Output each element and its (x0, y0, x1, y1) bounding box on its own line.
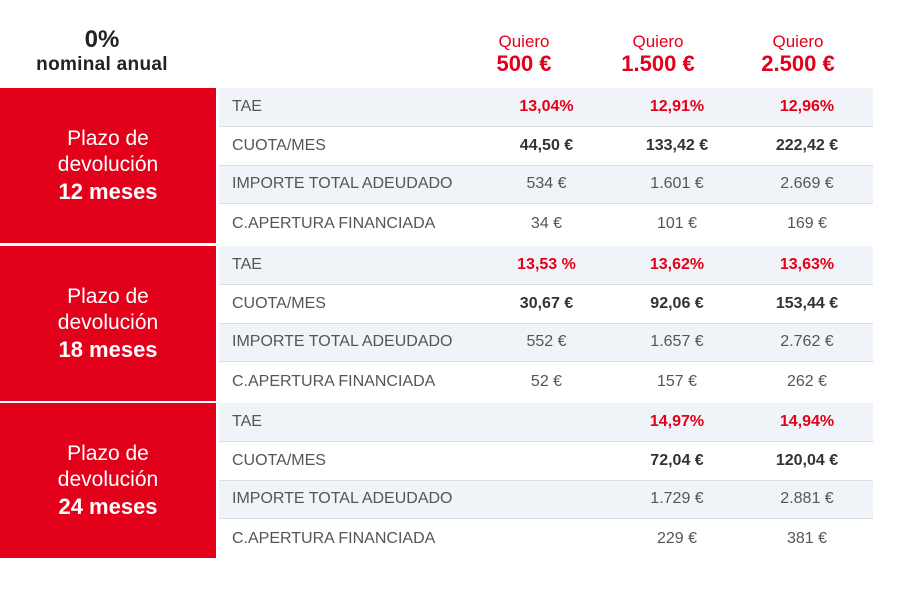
row-label: C.APERTURA FINANCIADA (232, 372, 436, 390)
term-block-12: Plazo de devolución 12 meses TAE 13,04% … (0, 88, 873, 243)
rate-percentage: 0% (84, 26, 120, 53)
amount-value: 2.500 € (761, 51, 835, 76)
cell-value: 14,97% (649, 412, 705, 430)
cell-value: 12,96% (779, 97, 835, 115)
table-row-total: IMPORTE TOTAL ADEUDADO 552 € 1.657 € 2.7… (219, 323, 873, 363)
row-label: IMPORTE TOTAL ADEUDADO (232, 490, 453, 508)
row-label: TAE (232, 97, 262, 115)
table-row-tae: TAE 13,53 % 13,62% 13,63% (219, 246, 873, 285)
rate-header: 0% nominal anual (0, 26, 204, 76)
amount-header-2500: Quiero 2.500 € (728, 33, 868, 77)
cell-value: 13,62% (649, 255, 705, 273)
table-row-tae: TAE 13,04% 12,91% 12,96% (219, 88, 873, 127)
cell-value: 229 € (656, 529, 698, 547)
cell-value: 13,53 % (517, 255, 576, 273)
cell-value: 14,94% (779, 412, 835, 430)
term-block-18: Plazo de devolución 18 meses TAE 13,53 %… (0, 246, 873, 401)
term-line1: Plazo de (67, 441, 149, 465)
cell-value: 12,91% (649, 97, 705, 115)
amount-prefix: Quiero (498, 32, 550, 51)
cell-value: 2.881 € (780, 490, 834, 508)
term-line1: Plazo de (67, 284, 149, 308)
term-label-cell: Plazo de devolución 18 meses (0, 246, 216, 401)
term-line2: devolución (57, 467, 159, 491)
amount-prefix: Quiero (772, 32, 824, 51)
cell-value: 1.601 € (650, 175, 704, 193)
table-row-apertura: C.APERTURA FINANCIADA 229 € 381 € (219, 519, 873, 558)
row-label: CUOTA/MES (232, 136, 326, 154)
term-rows: TAE 14,97% 14,94% CUOTA/MES 72,04 € 120,… (219, 403, 873, 558)
term-months: 24 meses (58, 493, 158, 519)
cell-value: 2.669 € (780, 175, 834, 193)
cell-value: 1.729 € (650, 490, 704, 508)
cell-value: 222,42 € (775, 136, 839, 154)
cell-value: 120,04 € (775, 451, 839, 469)
term-block-24: Plazo de devolución 24 meses TAE 14,97% … (0, 403, 873, 558)
term-line2: devolución (57, 310, 159, 334)
term-label-cell: Plazo de devolución 12 meses (0, 88, 216, 243)
cell-value: 157 € (656, 372, 698, 390)
amount-prefix: Quiero (632, 32, 684, 51)
cell-value: 552 € (526, 333, 567, 351)
term-line1: Plazo de (67, 126, 149, 150)
cell-value: 72,04 € (650, 451, 704, 469)
cell-value: 169 € (786, 214, 828, 232)
term-rows: TAE 13,53 % 13,62% 13,63% CUOTA/MES 30,6… (219, 246, 873, 401)
row-label: IMPORTE TOTAL ADEUDADO (232, 175, 453, 193)
row-label: C.APERTURA FINANCIADA (232, 529, 436, 547)
table-row-apertura: C.APERTURA FINANCIADA 34 € 101 € 169 € (219, 204, 873, 243)
cell-value: 381 € (786, 529, 828, 547)
term-months: 18 meses (58, 336, 158, 362)
cell-value: 534 € (526, 175, 567, 193)
amount-header-1500: Quiero 1.500 € (588, 33, 728, 77)
cell-value: 34 € (530, 214, 563, 232)
row-label: TAE (232, 412, 262, 430)
cell-value: 92,06 € (650, 294, 704, 312)
cell-value: 101 € (656, 214, 698, 232)
amount-value: 500 € (496, 51, 552, 76)
table-row-cuota: CUOTA/MES 72,04 € 120,04 € (219, 442, 873, 481)
table-row-total: IMPORTE TOTAL ADEUDADO 534 € 1.601 € 2.6… (219, 165, 873, 205)
row-label: IMPORTE TOTAL ADEUDADO (232, 333, 453, 351)
term-label-cell: Plazo de devolución 24 meses (0, 403, 216, 558)
table-row-tae: TAE 14,97% 14,94% (219, 403, 873, 442)
amount-header-500: Quiero 500 € (454, 33, 594, 77)
cell-value: 13,04% (519, 97, 574, 115)
term-rows: TAE 13,04% 12,91% 12,96% CUOTA/MES 44,50… (219, 88, 873, 243)
cell-value: 2.762 € (780, 333, 834, 351)
table-row-total: IMPORTE TOTAL ADEUDADO 1.729 € 2.881 € (219, 480, 873, 520)
cell-value: 13,63% (779, 255, 835, 273)
cell-value: 30,67 € (519, 294, 574, 312)
cell-value: 44,50 € (519, 136, 574, 154)
amount-value: 1.500 € (621, 51, 695, 76)
table-row-cuota: CUOTA/MES 30,67 € 92,06 € 153,44 € (219, 285, 873, 324)
table-row-apertura: C.APERTURA FINANCIADA 52 € 157 € 262 € (219, 362, 873, 401)
cell-value: 153,44 € (775, 294, 839, 312)
row-label: C.APERTURA FINANCIADA (232, 214, 436, 232)
row-label: CUOTA/MES (232, 294, 326, 312)
cell-value: 133,42 € (645, 136, 709, 154)
cell-value: 1.657 € (650, 333, 704, 351)
row-label: TAE (232, 255, 262, 273)
cell-value: 52 € (530, 372, 563, 390)
row-label: CUOTA/MES (232, 451, 326, 469)
term-line2: devolución (57, 152, 159, 176)
term-months: 12 meses (58, 178, 158, 204)
rate-label: nominal anual (36, 54, 168, 75)
table-row-cuota: CUOTA/MES 44,50 € 133,42 € 222,42 € (219, 127, 873, 166)
cell-value: 262 € (786, 372, 828, 390)
